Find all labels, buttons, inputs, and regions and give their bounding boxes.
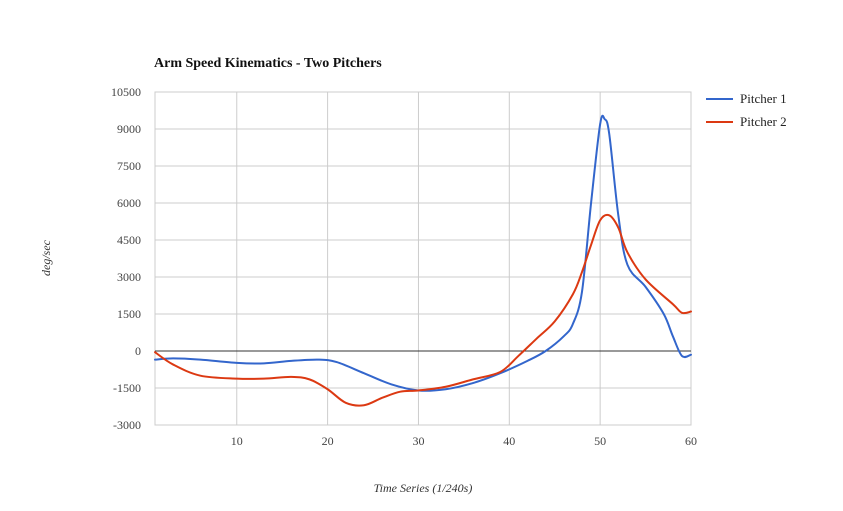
y-tick-label-2: 0 xyxy=(135,344,141,358)
series-line-pitcher-1 xyxy=(154,114,692,392)
x-tick-label-4: 50 xyxy=(594,434,606,448)
y-axis-ticks: -3000 -1500 0 1500 3000 4500 6000 7500 9000 10500 xyxy=(111,85,141,432)
y-tick-label-9: 10500 xyxy=(111,85,141,99)
series-line-pitcher-2 xyxy=(154,213,692,407)
y-tick-label-1: -1500 xyxy=(113,381,141,395)
grid xyxy=(154,91,692,426)
x-tick-label-5: 60 xyxy=(685,434,697,448)
y-tick-label-5: 4500 xyxy=(117,233,141,247)
chart-title: Arm Speed Kinematics - Two Pitchers xyxy=(154,56,382,71)
x-tick-label-3: 40 xyxy=(503,434,515,448)
y-tick-label-8: 9000 xyxy=(117,122,141,136)
y-tick-label-7: 7500 xyxy=(117,159,141,173)
x-tick-label-1: 20 xyxy=(322,434,334,448)
legend-label-2: Pitcher 2 xyxy=(740,114,787,129)
x-axis-label: Time Series (1/240s) xyxy=(374,481,473,495)
y-tick-label-3: 1500 xyxy=(117,307,141,321)
x-tick-label-2: 30 xyxy=(412,434,424,448)
y-tick-label-6: 6000 xyxy=(117,196,141,210)
legend-label-1: Pitcher 1 xyxy=(740,91,787,106)
series-lines xyxy=(154,114,692,407)
y-axis-label: deg/sec xyxy=(39,239,53,276)
x-tick-label-0: 10 xyxy=(231,434,243,448)
legend: Pitcher 1 Pitcher 2 xyxy=(706,91,787,129)
y-tick-label-0: -3000 xyxy=(113,418,141,432)
y-tick-label-4: 3000 xyxy=(117,270,141,284)
x-axis-ticks: 10 20 30 40 50 60 xyxy=(231,434,697,448)
